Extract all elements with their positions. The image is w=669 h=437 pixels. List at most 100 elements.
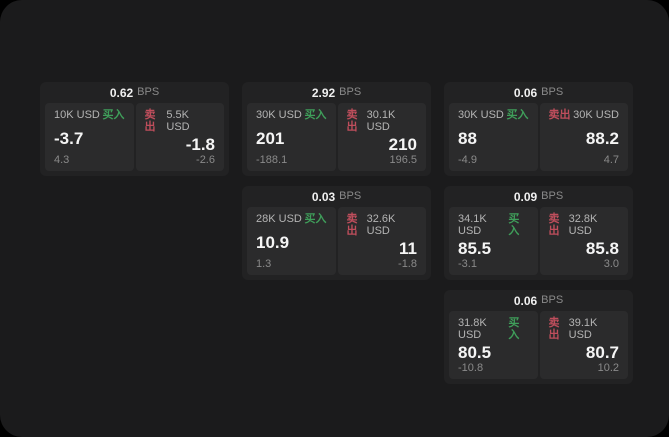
buy-price: 80.5: [458, 343, 492, 363]
sell-price: 11: [399, 239, 417, 259]
bps-unit: BPS: [541, 190, 564, 202]
sell-panel-top: 卖出 39.1K USD: [549, 317, 620, 341]
quote-panels: 10K USD 买入 -3.7 4.3 卖出 5.5K USD -1.8 -2.…: [40, 103, 229, 176]
sell-price: 80.7: [585, 343, 619, 363]
quote-panels: 30K USD 买入 88 -4.9 卖出 30K USD 88.2 4.7: [444, 103, 633, 176]
sell-price: -1.8: [185, 135, 215, 155]
buy-sub-value: 1.3: [256, 257, 272, 270]
quote-panels: 31.8K USD 买入 80.5 -10.8 卖出 39.1K USD 80.…: [444, 311, 633, 384]
buy-tag: 买入: [102, 109, 125, 121]
quote-card-grid: 0.62 BPS 10K USD 买入 -3.7 4.3 卖出 5.5K USD: [40, 82, 633, 384]
bps-unit: BPS: [541, 86, 564, 98]
bps-unit: BPS: [137, 86, 160, 98]
quote-card: 0.06 BPS 31.8K USD 买入 80.5 -10.8 卖出 39.1…: [444, 290, 633, 384]
bps-value: 0.06: [513, 85, 538, 100]
buy-panel[interactable]: 34.1K USD 买入 85.5 -3.1: [449, 207, 538, 275]
quote-card: 0.03 BPS 28K USD 买入 10.9 1.3 卖出 32.6K US…: [242, 186, 431, 280]
sell-price: 85.8: [585, 239, 619, 259]
buy-sub-value: -10.8: [458, 361, 484, 374]
card-header: 0.09 BPS: [444, 186, 633, 207]
quote-panels: 28K USD 买入 10.9 1.3 卖出 32.6K USD 11 -1.8: [242, 207, 431, 280]
quote-card: 0.06 BPS 30K USD 买入 88 -4.9 卖出 30K USD: [444, 82, 633, 176]
sell-amount: 30K USD: [573, 109, 619, 121]
sell-tag: 卖出: [346, 109, 358, 134]
sell-panel[interactable]: 卖出 32.6K USD 11 -1.8: [337, 207, 426, 275]
buy-amount: 30K USD: [458, 109, 504, 121]
buy-panel[interactable]: 30K USD 买入 201 -188.1: [247, 103, 336, 171]
quote-card: 0.62 BPS 10K USD 买入 -3.7 4.3 卖出 5.5K USD: [40, 82, 229, 176]
sell-panel-top: 卖出 32.6K USD: [347, 213, 418, 237]
sell-tag: 卖出: [346, 213, 358, 238]
card-header: 0.62 BPS: [40, 82, 229, 103]
quote-panels: 34.1K USD 买入 85.5 -3.1 卖出 32.8K USD 85.8…: [444, 207, 633, 280]
quote-panels: 30K USD 买入 201 -188.1 卖出 30.1K USD 210 1…: [242, 103, 431, 176]
sell-sub-value: 10.2: [597, 361, 619, 374]
sell-price: 88.2: [585, 129, 619, 148]
sell-tag: 卖出: [548, 109, 571, 121]
quote-card: 2.92 BPS 30K USD 买入 201 -188.1 卖出 30.1K …: [242, 82, 431, 176]
sell-panel-top: 卖出 30K USD: [549, 109, 620, 121]
bps-unit: BPS: [339, 86, 362, 98]
sell-panel[interactable]: 卖出 32.8K USD 85.8 3.0: [539, 207, 628, 275]
sell-panel-top: 卖出 32.8K USD: [549, 213, 620, 237]
buy-tag: 买入: [508, 213, 520, 238]
bps-unit: BPS: [339, 190, 362, 202]
buy-tag: 买入: [304, 109, 327, 121]
sell-panel[interactable]: 卖出 30.1K USD 210 196.5: [337, 103, 426, 171]
bps-value: 0.03: [311, 189, 336, 204]
buy-sub-value: -4.9: [458, 153, 477, 166]
buy-panel-top: 10K USD 买入: [54, 109, 125, 121]
buy-panel[interactable]: 28K USD 买入 10.9 1.3: [247, 207, 336, 275]
card-header: 0.06 BPS: [444, 290, 633, 311]
sell-panel[interactable]: 卖出 39.1K USD 80.7 10.2: [539, 311, 628, 379]
buy-amount: 30K USD: [256, 109, 302, 121]
buy-sub-value: -188.1: [256, 153, 288, 166]
buy-price: 10.9: [256, 233, 290, 252]
sell-tag: 卖出: [548, 213, 560, 238]
sell-tag: 卖出: [548, 317, 560, 342]
buy-price: -3.7: [54, 129, 84, 148]
sell-amount: 32.8K USD: [568, 213, 598, 238]
buy-amount: 34.1K USD: [458, 213, 487, 238]
sell-sub-value: -1.8: [398, 257, 417, 270]
sell-amount: 32.6K USD: [366, 213, 396, 238]
sell-panel[interactable]: 卖出 5.5K USD -1.8 -2.6: [135, 103, 224, 171]
sell-amount: 5.5K USD: [166, 109, 190, 134]
buy-amount: 28K USD: [256, 213, 302, 225]
sell-panel-top: 卖出 30.1K USD: [347, 109, 418, 133]
buy-tag: 买入: [304, 213, 327, 225]
buy-sub-value: 4.3: [54, 153, 70, 166]
sell-sub-value: 3.0: [603, 257, 619, 270]
bps-unit: BPS: [541, 294, 564, 306]
sell-amount: 30.1K USD: [366, 109, 396, 134]
sell-panel-top: 卖出 5.5K USD: [145, 109, 216, 133]
buy-tag: 买入: [506, 109, 529, 121]
buy-panel-top: 30K USD 买入: [458, 109, 529, 121]
buy-panel[interactable]: 31.8K USD 买入 80.5 -10.8: [449, 311, 538, 379]
sell-sub-value: -2.6: [196, 153, 215, 166]
buy-panel-top: 31.8K USD 买入: [458, 317, 529, 341]
sell-tag: 卖出: [144, 109, 156, 134]
buy-amount: 31.8K USD: [458, 317, 487, 342]
sell-price: 210: [388, 135, 417, 155]
sell-amount: 39.1K USD: [568, 317, 598, 342]
bps-value: 2.92: [311, 85, 336, 100]
buy-amount: 10K USD: [54, 109, 100, 121]
buy-panel[interactable]: 10K USD 买入 -3.7 4.3: [45, 103, 134, 171]
buy-price: 201: [256, 129, 285, 148]
buy-panel-top: 28K USD 买入: [256, 213, 327, 225]
buy-panel-top: 30K USD 买入: [256, 109, 327, 121]
quote-card: 0.09 BPS 34.1K USD 买入 85.5 -3.1 卖出 32.8K…: [444, 186, 633, 280]
bps-value: 0.62: [109, 85, 134, 100]
sell-panel[interactable]: 卖出 30K USD 88.2 4.7: [539, 103, 628, 171]
bps-value: 0.06: [513, 293, 538, 308]
card-header: 0.06 BPS: [444, 82, 633, 103]
buy-price: 85.5: [458, 239, 492, 259]
buy-sub-value: -3.1: [458, 257, 477, 270]
sell-sub-value: 4.7: [603, 153, 619, 166]
card-header: 0.03 BPS: [242, 186, 431, 207]
buy-panel-top: 34.1K USD 买入: [458, 213, 529, 237]
card-header: 2.92 BPS: [242, 82, 431, 103]
buy-panel[interactable]: 30K USD 买入 88 -4.9: [449, 103, 538, 171]
